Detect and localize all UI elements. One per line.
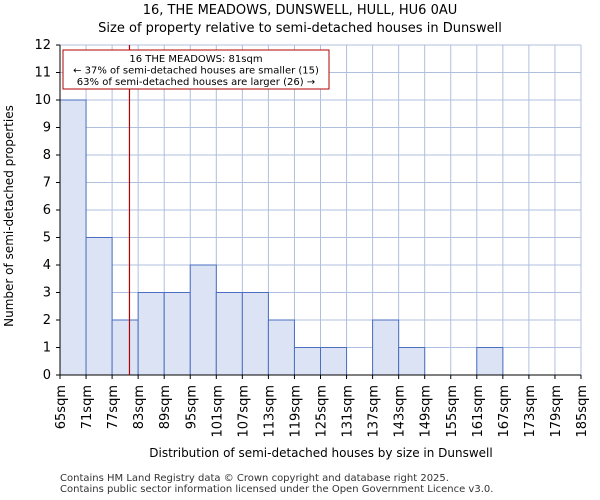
x-tick-label: 173sqm — [523, 385, 538, 438]
y-tick-label: 10 — [34, 93, 51, 108]
histogram-bar — [241, 292, 269, 376]
x-tick-label: 119sqm — [288, 385, 303, 438]
bars — [59, 99, 504, 376]
x-tick-label: 71sqm — [80, 385, 95, 429]
footer-attribution: Contains HM Land Registry data © Crown c… — [60, 473, 493, 495]
y-axis-label: Number of semi-detached properties — [2, 105, 16, 327]
y-tick-label: 12 — [34, 38, 51, 53]
annotation-line-1: 16 THE MEADOWS: 81sqm — [129, 54, 262, 65]
x-tick-label: 185sqm — [575, 385, 590, 438]
y-tick-label: 6 — [43, 203, 51, 218]
x-tick-label: 161sqm — [471, 385, 486, 438]
histogram-bar — [111, 319, 139, 376]
histogram-bar — [215, 292, 243, 376]
x-tick-label: 137sqm — [367, 385, 382, 438]
x-tick-label: 167sqm — [497, 385, 512, 438]
histogram-bar — [476, 347, 504, 376]
y-tick-label: 1 — [43, 341, 51, 356]
y-tick-label: 7 — [43, 176, 51, 191]
y-tick-label: 3 — [43, 286, 51, 301]
x-tick-label: 101sqm — [210, 385, 225, 438]
x-tick-label: 131sqm — [341, 385, 356, 438]
histogram-bar — [85, 237, 113, 376]
annotation-line-3: 63% of semi-detached houses are larger (… — [77, 77, 315, 88]
y-tick-label: 0 — [43, 368, 51, 383]
histogram-bar — [189, 264, 217, 376]
x-tick-label: 83sqm — [132, 385, 147, 429]
x-tick-label: 77sqm — [106, 385, 121, 429]
histogram-bar — [163, 292, 191, 376]
property-marker: 16 THE MEADOWS: 81sqm← 37% of semi-detac… — [62, 45, 330, 375]
x-tick-label: 143sqm — [393, 385, 408, 438]
histogram-bar — [59, 99, 87, 376]
footer-line-2: Contains public sector information licen… — [60, 484, 494, 495]
x-tick-label: 179sqm — [549, 385, 564, 438]
histogram-bar — [293, 347, 322, 376]
y-tick-label: 11 — [34, 66, 51, 81]
x-tick-label: 155sqm — [445, 385, 460, 438]
histogram-bar — [398, 347, 426, 376]
histogram-bar — [372, 319, 400, 376]
y-tick-label: 2 — [43, 313, 51, 328]
x-tick-label: 125sqm — [315, 385, 330, 438]
y-tick-label: 9 — [43, 121, 51, 136]
x-tick-label: 95sqm — [184, 385, 199, 429]
histogram-bar — [267, 319, 295, 376]
annotation-box — [62, 49, 330, 90]
annotation-line-2: ← 37% of semi-detached houses are smalle… — [73, 66, 319, 77]
x-tick-label: 113sqm — [262, 385, 277, 438]
x-tick-label: 89sqm — [158, 385, 173, 429]
chart-subtitle: Size of property relative to semi-detach… — [98, 21, 502, 36]
histogram-bar — [320, 347, 348, 376]
x-tick-label: 65sqm — [54, 385, 69, 429]
y-tick-label: 4 — [43, 258, 51, 273]
footer-line-1: Contains HM Land Registry data © Crown c… — [60, 473, 449, 484]
x-tick-label: 149sqm — [419, 385, 434, 438]
x-axis-label: Distribution of semi-detached houses by … — [149, 446, 492, 460]
y-tick-label: 8 — [43, 148, 51, 163]
histogram-bar — [137, 292, 165, 376]
x-tick-label: 107sqm — [236, 385, 251, 438]
chart-title: 16, THE MEADOWS, DUNSWELL, HULL, HU6 0AU — [142, 3, 458, 18]
y-tick-label: 5 — [43, 231, 51, 246]
